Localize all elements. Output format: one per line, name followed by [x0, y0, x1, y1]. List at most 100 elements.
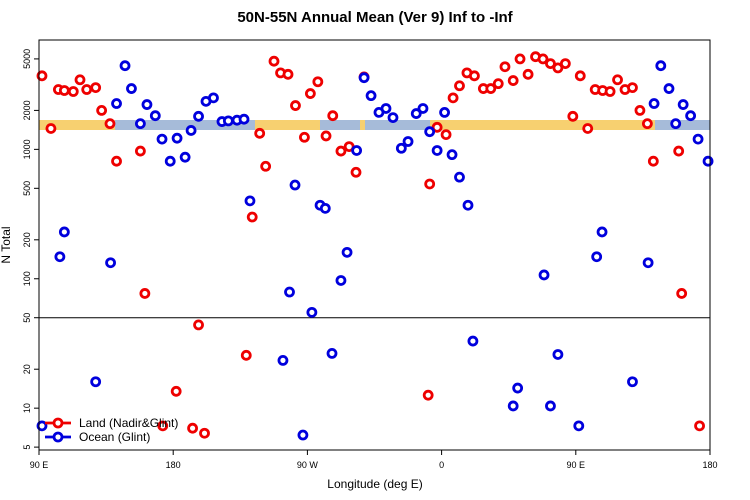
band-ocean: [365, 120, 430, 130]
data-point: [538, 269, 550, 281]
data-point: [469, 70, 480, 82]
data-point: [627, 376, 638, 388]
data-point: [512, 382, 524, 394]
data-point: [431, 145, 443, 156]
y-tick-label: 1000: [22, 139, 32, 159]
data-point: [591, 251, 603, 263]
data-point: [74, 74, 86, 86]
legend-label: Land (Nadir&Glint): [79, 416, 178, 430]
x-axis-label: Longitude (deg E): [327, 477, 422, 491]
data-point: [351, 145, 363, 156]
data-point: [327, 110, 339, 122]
data-point: [604, 86, 616, 97]
data-point: [552, 349, 564, 360]
data-point: [454, 171, 465, 183]
data-point: [246, 211, 258, 223]
data-point: [574, 70, 586, 82]
data-point: [297, 429, 309, 441]
data-point: [277, 354, 289, 366]
data-point: [692, 133, 704, 145]
data-point: [410, 108, 422, 119]
y-tick-label: 10: [22, 403, 32, 413]
data-point: [677, 99, 689, 110]
y-tick-label: 100: [22, 271, 32, 286]
data-point: [647, 155, 659, 167]
x-tick-label: 0: [439, 460, 444, 470]
data-point: [111, 155, 122, 167]
data-point: [492, 78, 504, 90]
data-point: [157, 420, 169, 432]
data-point: [208, 92, 219, 104]
data-point: [417, 103, 429, 114]
data-point: [284, 286, 295, 298]
data-point: [641, 118, 653, 130]
data-point: [676, 288, 688, 299]
data-point: [139, 288, 151, 299]
data-point: [260, 160, 272, 172]
data-point: [499, 61, 511, 73]
y-tick-label: 500: [22, 181, 32, 196]
data-point: [507, 400, 519, 412]
data-point: [402, 136, 414, 147]
data-point: [702, 155, 714, 167]
data-point: [462, 199, 474, 211]
data-point: [58, 226, 70, 238]
data-point: [238, 113, 250, 125]
data-point: [187, 422, 198, 434]
data-point: [380, 103, 392, 114]
data-point: [673, 145, 685, 157]
data-point: [522, 68, 534, 80]
data-point: [642, 257, 654, 269]
data-point: [545, 400, 556, 412]
data-point: [319, 202, 331, 214]
data-point: [431, 121, 443, 133]
data-point: [567, 110, 579, 122]
data-point: [648, 98, 660, 109]
data-point: [244, 195, 256, 207]
data-point: [387, 112, 399, 123]
data-point: [350, 166, 362, 178]
data-point: [485, 83, 497, 94]
x-tick-label: 180: [702, 460, 717, 470]
data-point: [240, 349, 252, 361]
data-point: [312, 76, 324, 88]
data-point: [663, 83, 675, 94]
data-point: [627, 82, 638, 94]
data-point: [45, 123, 57, 134]
data-point: [552, 62, 564, 74]
y-axis-label: N Total: [0, 226, 13, 263]
data-point: [185, 125, 197, 136]
data-point: [634, 105, 646, 116]
y-tick-label: 50: [22, 313, 32, 323]
data-point: [254, 127, 266, 139]
data-point: [90, 82, 102, 94]
data-point: [685, 110, 697, 122]
data-point: [439, 107, 450, 118]
data-point: [134, 118, 146, 130]
data-point: [582, 123, 594, 134]
y-tick-label: 5000: [22, 49, 32, 69]
x-tick-label: 180: [166, 460, 181, 470]
data-point: [467, 335, 479, 347]
x-tick-label: 90 E: [30, 460, 49, 470]
data-point: [326, 347, 338, 359]
data-point: [306, 306, 318, 318]
dense-band: [39, 120, 710, 130]
x-tick-label: 90 W: [297, 460, 319, 470]
data-point: [454, 80, 465, 92]
data-point: [96, 105, 108, 116]
y-tick-label: 5: [22, 445, 32, 450]
data-point: [341, 246, 353, 258]
data-point: [67, 86, 79, 97]
band-ocean: [655, 120, 710, 130]
data-point: [573, 420, 585, 432]
data-point: [335, 275, 347, 286]
data-point: [126, 83, 137, 94]
data-point: [446, 149, 458, 161]
data-point: [105, 257, 116, 269]
data-point: [54, 251, 66, 263]
plot-frame: [38, 39, 711, 451]
data-point: [440, 129, 452, 141]
data-point: [447, 92, 459, 104]
